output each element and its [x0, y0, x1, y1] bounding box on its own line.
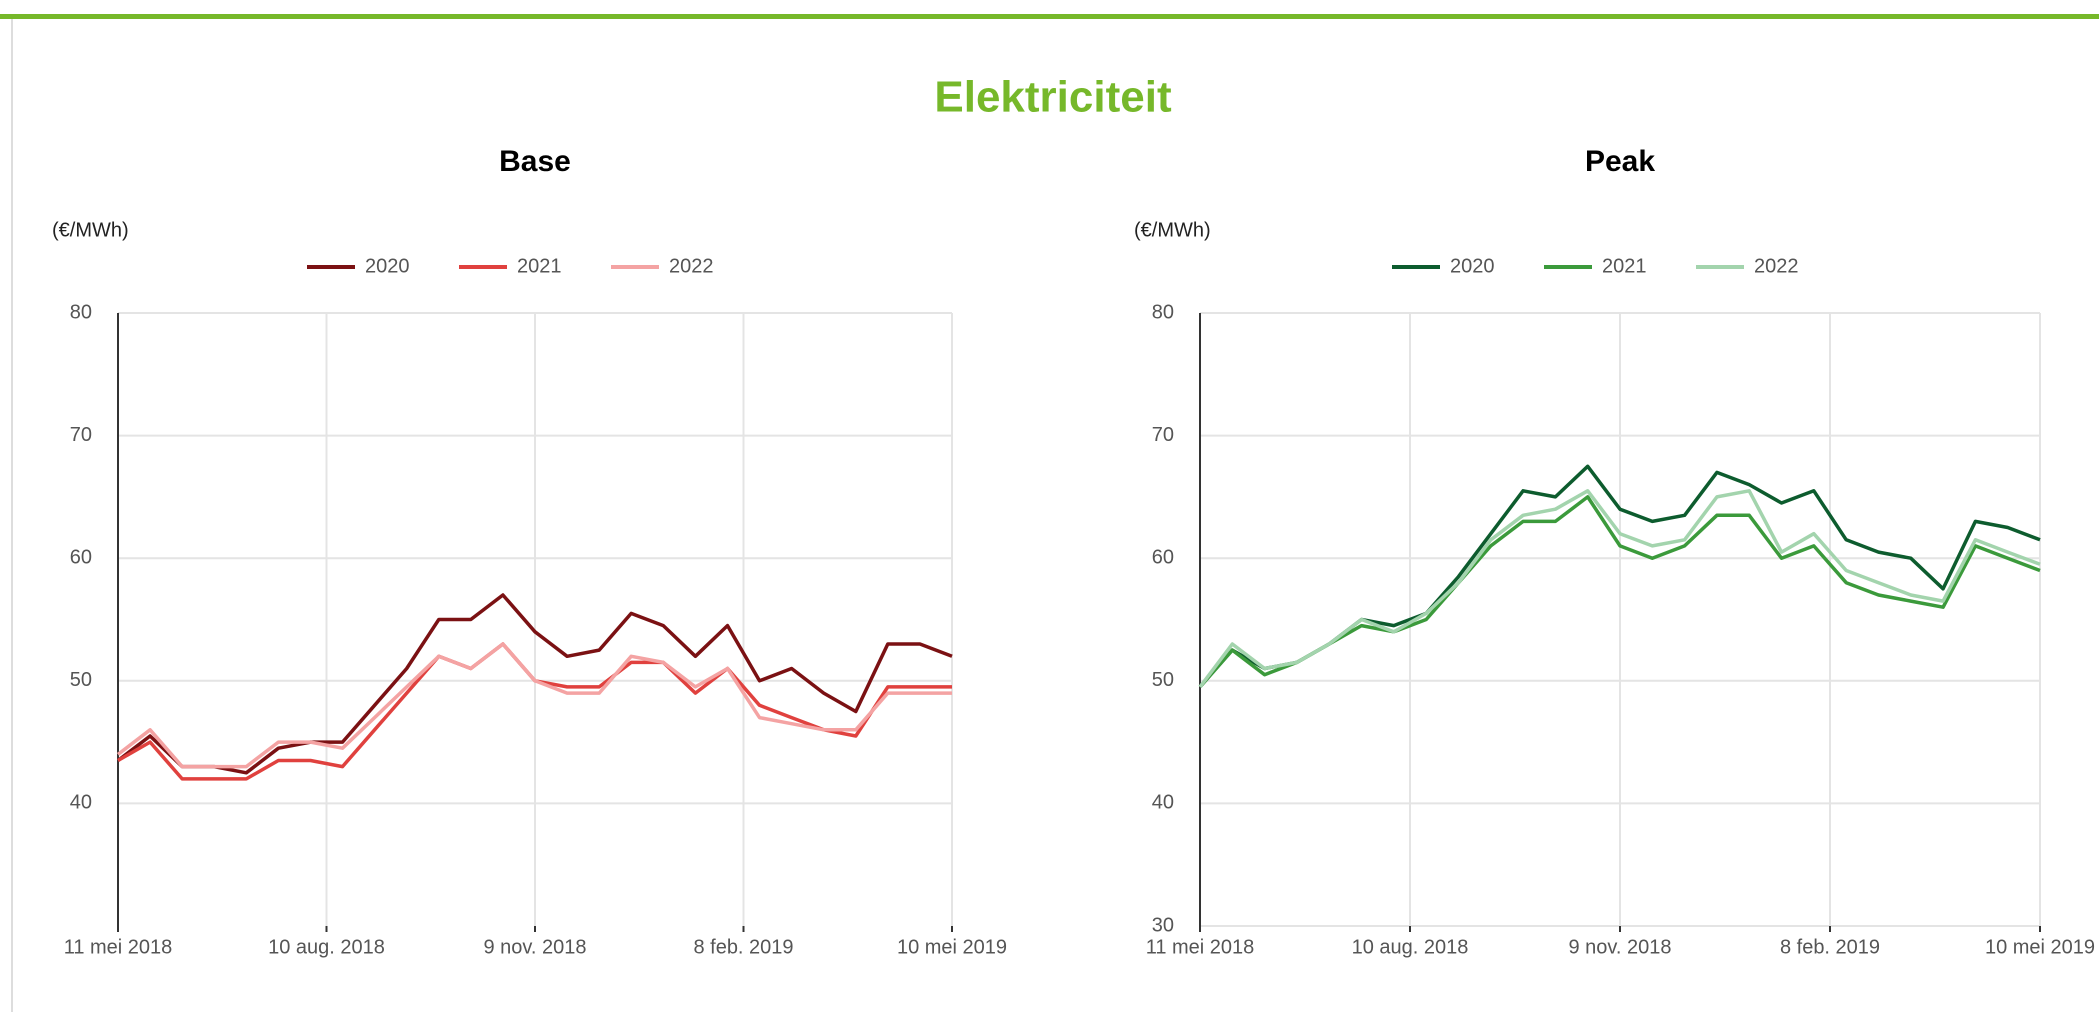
legend-label: 2022	[669, 255, 714, 277]
x-tick-label: 9 nov. 2018	[483, 936, 586, 958]
y-tick-label: 50	[1152, 669, 1174, 691]
y-tick-label: 60	[1152, 546, 1174, 568]
y-tick-label: 50	[70, 669, 92, 691]
y-tick-label: 70	[1152, 424, 1174, 446]
top-bar	[0, 14, 2099, 19]
x-tick-label: 11 mei 2018	[1146, 936, 1255, 958]
x-tick-label: 8 feb. 2019	[693, 936, 793, 958]
page-title: Elektriciteit	[934, 73, 1172, 122]
series-line	[116, 593, 953, 775]
legend-label: 2022	[1754, 255, 1799, 277]
y-tick-label: 70	[70, 424, 92, 446]
chart-title: Peak	[1585, 145, 1655, 178]
legend-label: 2021	[517, 255, 562, 277]
x-tick-label: 8 feb. 2019	[1780, 936, 1880, 958]
x-tick-label: 11 mei 2018	[64, 936, 173, 958]
x-tick-label: 10 aug. 2018	[268, 936, 385, 958]
x-tick-label: 9 nov. 2018	[1568, 936, 1671, 958]
chart-title: Base	[499, 145, 571, 178]
x-tick-label: 10 aug. 2018	[1352, 936, 1469, 958]
legend-label: 2021	[1602, 255, 1647, 277]
series-line	[116, 642, 952, 769]
legend-label: 2020	[1450, 255, 1495, 277]
y-axis-unit: (€/MWh)	[52, 219, 129, 241]
x-tick-label: 10 mei 2019	[1985, 936, 2095, 958]
y-tick-label: 30	[1152, 914, 1174, 936]
y-tick-label: 40	[70, 792, 92, 814]
legend-label: 2020	[365, 255, 410, 277]
y-tick-label: 80	[1152, 301, 1174, 323]
y-tick-label: 40	[1152, 792, 1174, 814]
x-tick-label: 10 mei 2019	[897, 936, 1007, 958]
y-tick-label: 60	[70, 546, 92, 568]
series-line	[1198, 489, 2041, 688]
y-tick-label: 80	[70, 301, 92, 323]
y-axis-unit: (€/MWh)	[1134, 219, 1211, 241]
